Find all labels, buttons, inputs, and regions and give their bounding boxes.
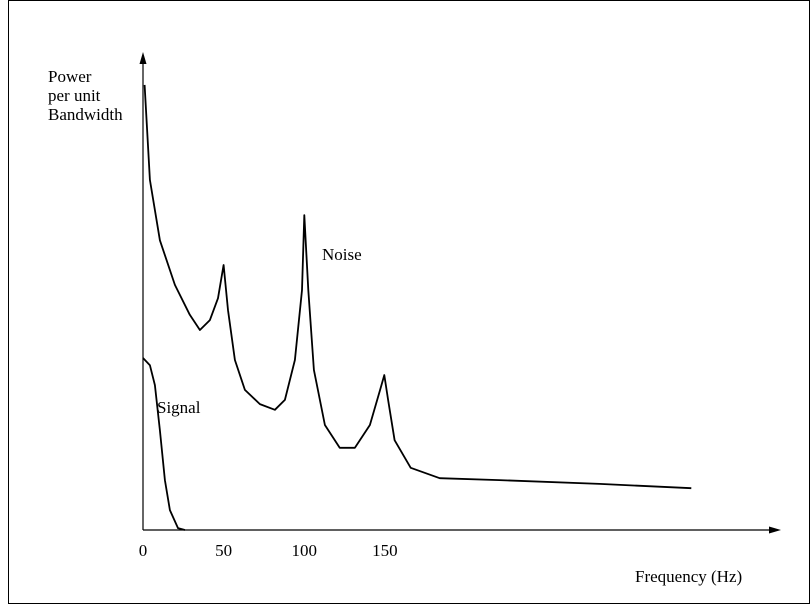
x-tick-label: 150 (372, 541, 398, 560)
x-axis-label: Frequency (Hz) (635, 567, 742, 586)
series-line (142, 357, 186, 531)
series-label: Signal (157, 398, 201, 417)
series-label: Noise (322, 245, 362, 264)
y-axis-label: per unit (48, 86, 101, 105)
x-axis-arrow (769, 526, 781, 534)
series-line (143, 84, 692, 490)
y-axis-label: Power (48, 67, 92, 86)
x-tick-label: 0 (139, 541, 148, 560)
y-axis-label: Bandwidth (48, 105, 123, 124)
x-tick-label: 100 (292, 541, 318, 560)
y-axis-arrow (139, 52, 147, 64)
frame (8, 0, 810, 604)
x-tick-label: 50 (215, 541, 232, 560)
